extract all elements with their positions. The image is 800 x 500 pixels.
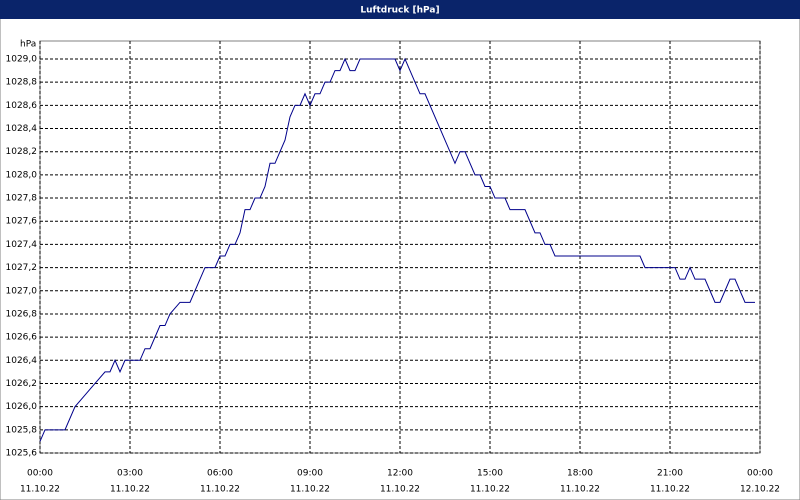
x-tick-date: 11.10.22 (470, 485, 510, 495)
y-tick-label: 1028,0 (6, 170, 38, 180)
x-tick-label: 09:00 (297, 469, 323, 479)
x-tick-date: 11.10.22 (380, 485, 420, 495)
y-tick-label: 1025,8 (6, 425, 38, 435)
y-tick-label: 1027,4 (6, 240, 38, 250)
y-tick-label: 1027,8 (6, 194, 38, 204)
x-tick-label: 00:00 (747, 469, 773, 479)
x-tick-date: 11.10.22 (200, 485, 240, 495)
y-tick-label: 1027,0 (6, 286, 38, 296)
x-tick-date: 11.10.22 (290, 485, 330, 495)
y-tick-label: 1026,8 (6, 309, 38, 319)
x-tick-date: 11.10.22 (560, 485, 600, 495)
x-tick-date: 11.10.22 (110, 485, 150, 495)
x-tick-label: 06:00 (207, 469, 233, 479)
y-tick-label: 1026,6 (6, 333, 38, 343)
y-tick-label: 1028,6 (6, 101, 38, 111)
y-tick-label: 1028,4 (6, 124, 38, 134)
chart-title: Luftdruck [hPa] (360, 6, 439, 16)
title-bar (0, 0, 800, 19)
y-tick-label: 1026,2 (6, 379, 38, 389)
x-tick-label: 03:00 (117, 469, 143, 479)
x-tick-date: 11.10.22 (650, 485, 690, 495)
y-tick-label: 1025,6 (6, 449, 38, 459)
x-tick-date: 11.10.22 (20, 485, 60, 495)
x-tick-date: 12.10.22 (740, 485, 780, 495)
y-axis-label: hPa (20, 40, 36, 50)
x-tick-label: 21:00 (657, 469, 683, 479)
x-tick-label: 18:00 (567, 469, 593, 479)
x-tick-label: 00:00 (27, 469, 53, 479)
y-tick-label: 1026,4 (6, 356, 38, 366)
y-tick-label: 1028,8 (6, 78, 38, 88)
x-tick-label: 12:00 (387, 469, 413, 479)
y-tick-label: 1027,6 (6, 217, 38, 227)
data-line (39, 57, 755, 442)
y-tick-label: 1027,2 (6, 263, 38, 273)
y-tick-label: 1028,2 (6, 147, 38, 157)
x-tick-label: 15:00 (477, 469, 503, 479)
y-tick-label: 1026,0 (6, 402, 38, 412)
y-tick-label: 1029,0 (6, 55, 38, 65)
